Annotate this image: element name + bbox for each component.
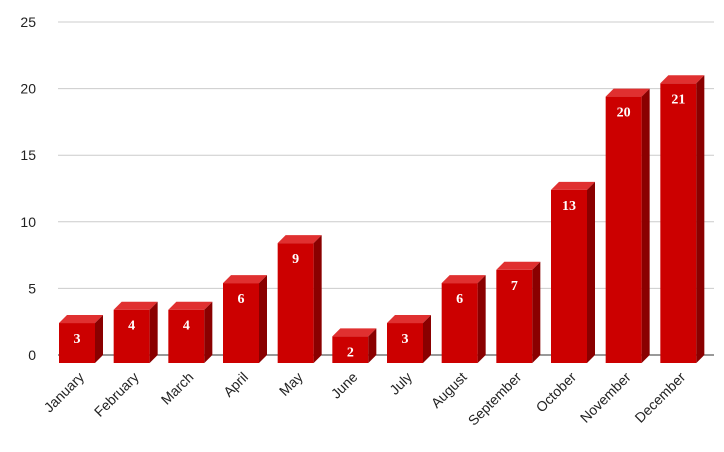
x-tick-label: January [41,369,88,416]
bar [551,181,595,363]
value-label: 4 [183,319,190,334]
bar [59,315,103,363]
bar [277,235,322,363]
value-label: 21 [671,92,685,107]
value-label: 3 [402,332,409,347]
bar [496,261,541,363]
y-tick-label: 0 [28,347,36,363]
x-tick-label: August [428,369,470,411]
x-tick-label: December [631,369,688,426]
value-label: 9 [292,252,299,267]
y-tick-label: 5 [28,280,36,296]
bar [223,275,267,363]
x-tick-label: June [328,369,361,402]
y-tick-label: 25 [20,14,36,30]
bar [660,75,705,363]
value-label: 20 [617,106,631,121]
bar [113,301,158,363]
x-tick-label: October [533,369,580,416]
x-tick-label: February [91,369,142,420]
y-tick-label: 15 [20,147,36,163]
value-label: 2 [347,345,354,360]
x-tick-label: April [220,369,251,400]
bar [387,315,431,363]
value-label: 6 [238,292,245,307]
value-label: 4 [128,319,135,334]
value-label: 3 [74,332,81,347]
x-tick-label: July [386,369,415,398]
y-tick-label: 10 [20,214,36,230]
x-tick-label: May [276,369,306,399]
x-tick-label: March [158,369,197,408]
bar [168,301,213,363]
value-label: 13 [562,199,576,214]
x-tick-label: November [577,369,634,426]
bar [332,328,377,363]
value-label: 7 [511,279,518,294]
x-tick-label: September [465,369,525,429]
value-label: 6 [456,292,463,307]
bar [441,275,486,363]
bar [605,88,650,363]
y-tick-label: 20 [20,81,36,97]
